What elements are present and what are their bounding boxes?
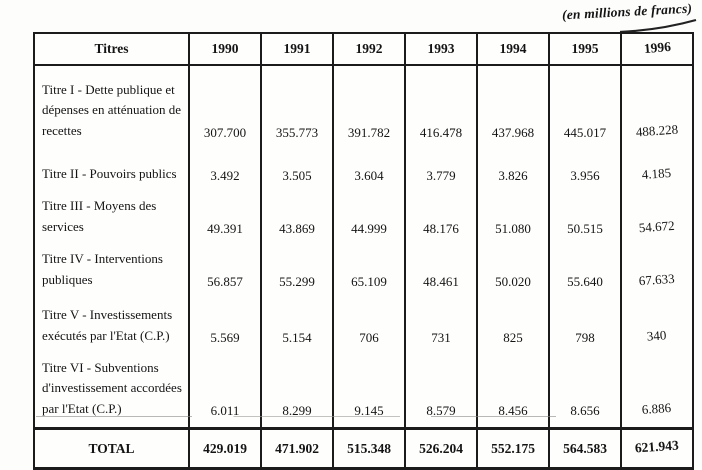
table-row-titre-5: Titre V - Investissements exécutés par l… xyxy=(33,298,693,354)
cell-value: 8.656 xyxy=(548,354,621,429)
cell-value: 55.640 xyxy=(548,245,621,298)
cell-value: 488.228 xyxy=(620,65,693,149)
scan-curve-artifact xyxy=(619,18,697,34)
cell-value: 437.968 xyxy=(476,65,549,149)
total-value: 564.583 xyxy=(548,427,621,469)
table-footer: TOTAL 429.019 471.902 515.348 526.204 55… xyxy=(33,427,693,469)
row-label: Titre IV - Interventions publiques xyxy=(33,245,189,298)
row-label: Titre VI - Subventions d'investissement … xyxy=(33,354,189,429)
cell-value: 416.478 xyxy=(404,65,477,149)
cell-value: 445.017 xyxy=(548,65,621,149)
row-label: Titre I - Dette publique et dépenses en … xyxy=(33,65,189,149)
table-row-titre-1: Titre I - Dette publique et dépenses en … xyxy=(33,65,693,149)
cell-value: 4.185 xyxy=(620,149,693,192)
year-header: 1995 xyxy=(548,33,621,66)
cell-value: 3.604 xyxy=(332,149,405,192)
cell-value: 8.299 xyxy=(260,354,333,429)
table-row-titre-2: Titre II - Pouvoirs publics 3.492 3.505 … xyxy=(33,149,693,192)
cell-value: 50.515 xyxy=(548,192,621,245)
budget-table: Titres 1990 1991 1992 1993 1994 1995 199… xyxy=(33,32,694,470)
year-header: 1991 xyxy=(260,33,333,66)
cell-value: 55.299 xyxy=(260,245,333,298)
year-header-label: 1996 xyxy=(642,38,671,57)
total-value: 552.175 xyxy=(476,427,549,469)
cell-value: 3.779 xyxy=(404,149,477,192)
table-row-titre-6: Titre VI - Subventions d'investissement … xyxy=(33,354,693,429)
cell-value: 48.461 xyxy=(404,245,477,298)
table-header: Titres 1990 1991 1992 1993 1994 1995 199… xyxy=(33,33,693,66)
cell-value: 6.011 xyxy=(188,354,261,429)
total-value: 621.943 xyxy=(620,427,693,469)
cell-value: 44.999 xyxy=(332,192,405,245)
cell-value: 50.020 xyxy=(476,245,549,298)
cell-value: 49.391 xyxy=(188,192,261,245)
titres-header: Titres xyxy=(33,33,189,66)
cell-value: 340 xyxy=(620,298,693,354)
cell-value: 731 xyxy=(404,298,477,354)
cell-value: 391.782 xyxy=(332,65,405,149)
row-label: Titre V - Investissements exécutés par l… xyxy=(33,298,189,354)
cell-value: 51.080 xyxy=(476,192,549,245)
table-row-titre-4: Titre IV - Interventions publiques 56.85… xyxy=(33,245,693,298)
year-header: 1993 xyxy=(404,33,477,66)
total-value: 515.348 xyxy=(332,427,405,469)
year-header: 1994 xyxy=(476,33,549,66)
cell-value: 54.672 xyxy=(620,192,693,245)
cell-value: 825 xyxy=(476,298,549,354)
year-header: 1992 xyxy=(332,33,405,66)
scan-shadow-line xyxy=(36,416,556,417)
cell-value: 5.569 xyxy=(188,298,261,354)
cell-value: 9.145 xyxy=(332,354,405,429)
total-value: 471.902 xyxy=(260,427,333,469)
cell-value: 43.869 xyxy=(260,192,333,245)
cell-value: 6.886 xyxy=(620,354,693,429)
cell-value: 56.857 xyxy=(188,245,261,298)
cell-value: 307.700 xyxy=(188,65,261,149)
total-value: 429.019 xyxy=(188,427,261,469)
cell-value: 3.826 xyxy=(476,149,549,192)
cell-value: 67.633 xyxy=(620,245,693,298)
cell-value: 8.456 xyxy=(476,354,549,429)
cell-value: 798 xyxy=(548,298,621,354)
cell-value: 5.154 xyxy=(260,298,333,354)
total-row: TOTAL 429.019 471.902 515.348 526.204 55… xyxy=(33,427,693,469)
row-label: Titre II - Pouvoirs publics xyxy=(33,149,189,192)
total-value: 526.204 xyxy=(404,427,477,469)
cell-value: 65.109 xyxy=(332,245,405,298)
year-header: 1996 xyxy=(620,33,693,66)
row-label: Titre III - Moyens des services xyxy=(33,192,189,245)
total-label: TOTAL xyxy=(33,427,189,469)
cell-value: 3.492 xyxy=(188,149,261,192)
year-header: 1990 xyxy=(188,33,261,66)
table-row-titre-3: Titre III - Moyens des services 49.391 4… xyxy=(33,192,693,245)
cell-value: 355.773 xyxy=(260,65,333,149)
header-row: Titres 1990 1991 1992 1993 1994 1995 199… xyxy=(33,33,693,66)
cell-value: 3.956 xyxy=(548,149,621,192)
cell-value: 48.176 xyxy=(404,192,477,245)
cell-value: 8.579 xyxy=(404,354,477,429)
cell-value: 3.505 xyxy=(260,149,333,192)
cell-value: 706 xyxy=(332,298,405,354)
